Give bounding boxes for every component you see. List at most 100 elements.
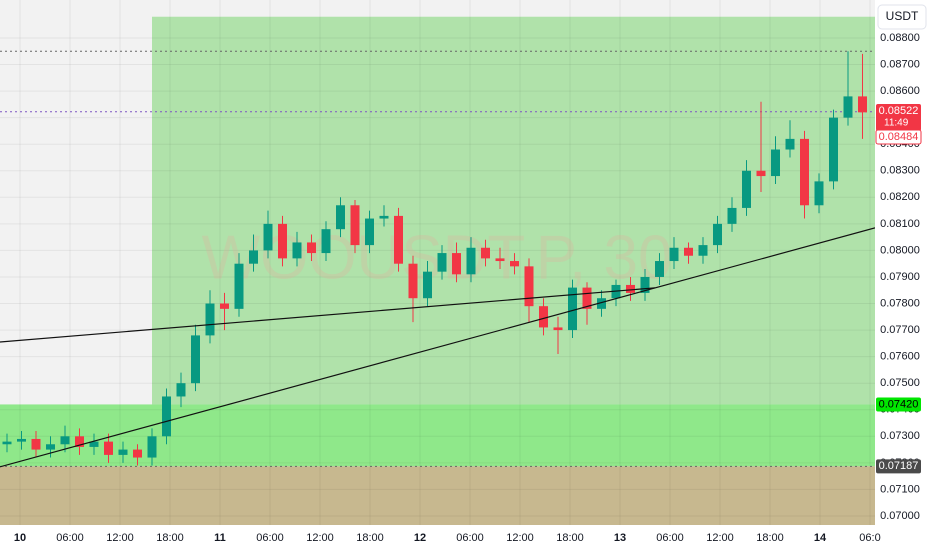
price-tag <box>876 459 921 474</box>
candle-body <box>466 247 476 275</box>
candle-body <box>727 207 737 224</box>
candle-body <box>669 247 679 262</box>
trendline <box>0 287 656 343</box>
candle-body <box>60 436 70 445</box>
price-tag-label: 0.07420 <box>879 398 919 410</box>
candle-body <box>176 383 186 397</box>
candle-body <box>713 223 722 246</box>
candle-body <box>452 253 461 275</box>
trendline <box>0 227 875 468</box>
price-tag <box>876 104 921 131</box>
candle-body <box>46 444 55 450</box>
candle-body <box>800 138 809 206</box>
candle-body <box>640 276 650 293</box>
candle-body <box>756 170 766 177</box>
x-tick-label: 11 <box>214 532 226 544</box>
x-tick-label: 10 <box>14 532 26 544</box>
candle-body <box>481 247 490 259</box>
price-tag-label: 0.07187 <box>879 460 919 472</box>
candle-body <box>365 218 374 246</box>
x-tick-label: 06:0 <box>859 532 880 544</box>
zone <box>0 404 875 467</box>
x-tick-label: 12 <box>414 532 426 544</box>
x-tick-label: 12:00 <box>306 532 334 544</box>
candle-body <box>220 303 229 309</box>
candle-body <box>495 258 505 262</box>
candle-body <box>814 181 824 206</box>
candle-body <box>133 449 142 458</box>
candle-body <box>423 271 432 299</box>
candle-body <box>17 438 26 442</box>
y-tick-label: 0.07000 <box>880 510 920 522</box>
candle-body <box>379 215 389 219</box>
candle-body <box>205 303 215 336</box>
candle-body <box>626 284 635 293</box>
y-tick-label: 0.08100 <box>880 218 920 230</box>
candle-body <box>437 253 447 272</box>
candle-body <box>698 245 708 256</box>
y-tick-label: 0.08300 <box>880 165 920 177</box>
candle-body <box>785 138 795 150</box>
x-tick-label: 12:00 <box>106 532 134 544</box>
countdown: 11:49 <box>884 118 909 129</box>
candle-body <box>249 250 258 264</box>
candle-body <box>684 247 693 256</box>
x-tick-label: 12:00 <box>506 532 534 544</box>
candle-body <box>843 96 853 118</box>
x-tick-label: 18:00 <box>556 532 584 544</box>
candle-body <box>278 223 287 259</box>
y-tick-label: 0.08600 <box>880 85 920 97</box>
currency-label: USDT <box>886 9 919 23</box>
x-tick-label: 06:00 <box>456 532 484 544</box>
candle-body <box>829 117 838 182</box>
price-tag <box>876 397 921 412</box>
candle-body <box>263 223 273 251</box>
y-tick-label: 0.07600 <box>880 351 920 363</box>
currency-button[interactable] <box>877 4 927 30</box>
candle-body <box>655 261 664 277</box>
y-tick-label: 0.07700 <box>880 324 920 336</box>
y-tick-label: 0.07900 <box>880 271 920 283</box>
y-tick-label: 0.07500 <box>880 377 920 389</box>
candle-body <box>336 205 345 230</box>
candle-body <box>147 436 157 458</box>
candle-body <box>408 263 418 299</box>
x-tick-label: 18:00 <box>356 532 384 544</box>
y-tick-label: 0.07800 <box>880 297 920 309</box>
y-tick-label: 0.07100 <box>880 483 920 495</box>
price-tag-label: 0.08522 <box>879 105 919 117</box>
candle-body <box>2 441 12 445</box>
candle-body <box>394 215 403 264</box>
y-tick-label: 0.07300 <box>880 430 920 442</box>
time-axis <box>0 525 875 550</box>
candle-body <box>321 229 331 254</box>
candle-body <box>539 306 548 328</box>
x-tick-label: 06:00 <box>56 532 84 544</box>
y-tick-label: 0.08700 <box>880 58 920 70</box>
x-tick-label: 06:00 <box>656 532 684 544</box>
x-tick-label: 18:00 <box>756 532 784 544</box>
candle-body <box>350 205 360 246</box>
candle-body <box>582 287 592 309</box>
candle-body <box>234 263 244 309</box>
candle-body <box>292 242 302 259</box>
candle-body <box>568 287 577 331</box>
price-tag-label: 0.08484 <box>879 131 919 143</box>
y-tick-label: 0.08200 <box>880 191 920 203</box>
candle-body <box>104 441 113 455</box>
candle-body <box>771 149 780 177</box>
plot: WOOUSDT.P, 30 <box>0 0 875 525</box>
candle-body <box>307 242 316 254</box>
candle-body <box>510 261 519 267</box>
price-tag <box>875 129 922 145</box>
candle-body <box>524 266 534 307</box>
x-tick-label: 14 <box>814 532 827 544</box>
price-axis <box>875 0 932 550</box>
candle-body <box>162 396 171 437</box>
x-tick-label: 06:00 <box>256 532 284 544</box>
candle-body <box>553 327 563 331</box>
zone <box>152 16 875 405</box>
candle-body <box>858 96 867 113</box>
